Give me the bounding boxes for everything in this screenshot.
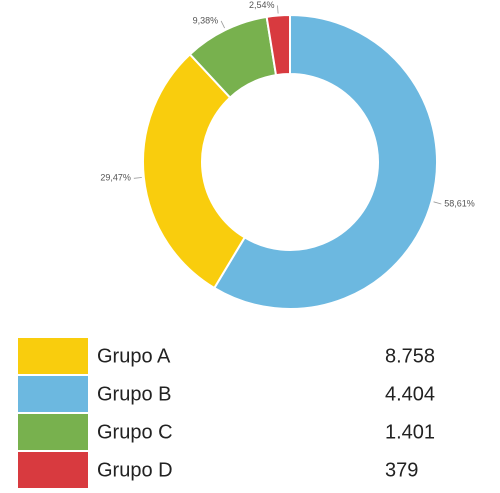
leader-line bbox=[220, 20, 225, 29]
legend-swatch bbox=[18, 376, 88, 412]
legend-value: 8.758 bbox=[385, 345, 435, 367]
slice-label: 29,47% bbox=[100, 173, 131, 183]
donut-slice bbox=[142, 52, 247, 290]
legend-label: Grupo C bbox=[97, 421, 173, 443]
donut-slice bbox=[265, 13, 291, 77]
leader-line bbox=[133, 177, 142, 179]
legend-swatch bbox=[18, 452, 88, 488]
slice-label: 9,38% bbox=[193, 15, 219, 25]
legend-value: 1.401 bbox=[385, 421, 435, 443]
legend-value: 379 bbox=[385, 459, 418, 481]
legend-label: Grupo D bbox=[97, 459, 173, 481]
legend-swatch bbox=[18, 338, 88, 374]
leader-line bbox=[277, 5, 279, 14]
legend-label: Grupo A bbox=[97, 345, 171, 367]
leader-line bbox=[433, 201, 442, 205]
legend-swatch bbox=[18, 414, 88, 450]
slice-label: 58,61% bbox=[444, 198, 475, 208]
donut-slice bbox=[212, 13, 438, 310]
legend-value: 4.404 bbox=[385, 383, 435, 405]
slice-label: 2,54% bbox=[249, 0, 275, 10]
legend-label: Grupo B bbox=[97, 383, 171, 405]
